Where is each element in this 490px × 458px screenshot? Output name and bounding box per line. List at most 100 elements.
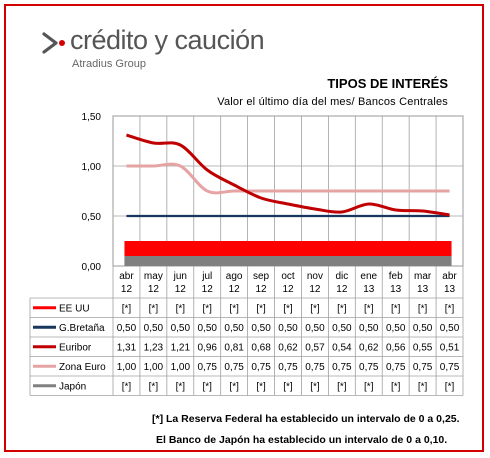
data-label: 1,21 bbox=[171, 342, 191, 353]
data-label: [*] bbox=[229, 303, 239, 314]
data-label: [*] bbox=[122, 381, 132, 392]
data-label: 0,75 bbox=[440, 362, 460, 373]
x-tick-label: jul bbox=[201, 271, 212, 282]
x-tick-label: 12 bbox=[336, 284, 348, 295]
chart-title: TIPOS DE INTERÉS bbox=[327, 76, 448, 91]
data-label: 1,31 bbox=[117, 342, 137, 353]
x-tick-label: 13 bbox=[390, 284, 402, 295]
data-label: 0,96 bbox=[197, 342, 217, 353]
data-label: [*] bbox=[203, 303, 213, 314]
data-label: 0,75 bbox=[413, 362, 433, 373]
data-label: 0,50 bbox=[197, 323, 217, 334]
data-label: [*] bbox=[122, 303, 132, 314]
data-label: [*] bbox=[283, 381, 293, 392]
y-tick-label: 0,00 bbox=[82, 262, 102, 273]
data-table: abr 12 may 12 jun 12 jul 12 ago 12 sep 12 oct 12 nov 12… bbox=[29, 266, 464, 396]
data-label: 0,55 bbox=[413, 342, 433, 353]
x-tick-label: oct bbox=[281, 271, 295, 282]
chart-subtitle: Valor el último día del mes/ Bancos Cent… bbox=[217, 96, 448, 108]
x-tick-label: dic bbox=[335, 271, 348, 282]
x-tick-label: abr bbox=[442, 271, 457, 282]
y-tick-label: 1,00 bbox=[82, 162, 102, 173]
data-label: 0,75 bbox=[332, 362, 352, 373]
legend-label: EE UU bbox=[59, 303, 90, 314]
data-label: 1,00 bbox=[144, 362, 164, 373]
x-tick-label: 13 bbox=[363, 284, 375, 295]
x-tick-label: 12 bbox=[309, 284, 321, 295]
band-jap-n bbox=[124, 256, 452, 266]
x-tick-label: 12 bbox=[202, 284, 214, 295]
data-label: 0,68 bbox=[251, 342, 271, 353]
data-label: 0,56 bbox=[386, 342, 406, 353]
data-label: 0,54 bbox=[332, 342, 352, 353]
legend-label: Euribor bbox=[59, 342, 92, 353]
data-label: [*] bbox=[364, 381, 374, 392]
data-label: [*] bbox=[229, 381, 239, 392]
data-label: 0,50 bbox=[413, 323, 433, 334]
x-tick-label: sep bbox=[253, 271, 270, 282]
data-label: [*] bbox=[364, 303, 374, 314]
data-label: [*] bbox=[256, 303, 266, 314]
data-label: 0,75 bbox=[359, 362, 379, 373]
data-label: [*] bbox=[149, 381, 159, 392]
data-label: 0,75 bbox=[305, 362, 325, 373]
x-tick-label: 12 bbox=[175, 284, 187, 295]
data-label: [*] bbox=[391, 381, 401, 392]
legend-label: Japón bbox=[59, 381, 86, 392]
data-label: 0,50 bbox=[305, 323, 325, 334]
x-tick-label: jun bbox=[173, 271, 187, 282]
data-label: [*] bbox=[337, 381, 347, 392]
legend-label: Zona Euro bbox=[59, 362, 106, 373]
y-tick-label: 0,50 bbox=[82, 212, 102, 223]
x-tick-label: feb bbox=[389, 271, 403, 282]
data-label: 1,00 bbox=[171, 362, 191, 373]
brand-name: crédito y caución bbox=[70, 25, 265, 55]
data-label: [*] bbox=[445, 303, 455, 314]
data-label: 0,50 bbox=[117, 323, 137, 334]
data-label: [*] bbox=[445, 381, 455, 392]
data-label: 0,62 bbox=[278, 342, 298, 353]
brand-chevron-icon bbox=[42, 32, 65, 54]
legend-label: G.Bretaña bbox=[59, 323, 105, 334]
data-label: 0,75 bbox=[278, 362, 298, 373]
x-tick-label: 12 bbox=[148, 284, 160, 295]
y-axis-ticks: 0,00 0,50 1,00 1,50 bbox=[82, 112, 102, 273]
data-label: 0,81 bbox=[224, 342, 244, 353]
data-label: 0,57 bbox=[305, 342, 325, 353]
data-label: 0,51 bbox=[440, 342, 460, 353]
x-tick-label: 12 bbox=[229, 284, 241, 295]
data-label: [*] bbox=[176, 303, 186, 314]
data-label: 0,50 bbox=[144, 323, 164, 334]
data-label: 0,75 bbox=[251, 362, 271, 373]
x-tick-label: ago bbox=[226, 271, 243, 282]
data-label: [*] bbox=[418, 381, 428, 392]
data-label: 0,75 bbox=[224, 362, 244, 373]
data-label: 0,62 bbox=[359, 342, 379, 353]
y-tick-label: 1,50 bbox=[82, 112, 102, 123]
x-tick-label: mar bbox=[414, 271, 432, 282]
data-label: [*] bbox=[149, 303, 159, 314]
data-label: 0,50 bbox=[251, 323, 271, 334]
x-tick-label: 12 bbox=[256, 284, 268, 295]
x-tick-label: 12 bbox=[121, 284, 133, 295]
data-label: 0,50 bbox=[332, 323, 352, 334]
x-tick-label: ene bbox=[360, 271, 377, 282]
x-tick-label: abr bbox=[119, 271, 134, 282]
brand-subtitle: Atradius Group bbox=[72, 58, 146, 70]
data-label: 0,75 bbox=[197, 362, 217, 373]
data-label: [*] bbox=[203, 381, 213, 392]
data-label: 0,50 bbox=[171, 323, 191, 334]
data-label: [*] bbox=[176, 381, 186, 392]
data-label: 0,50 bbox=[386, 323, 406, 334]
x-tick-label: 13 bbox=[417, 284, 429, 295]
data-label: 0,50 bbox=[224, 323, 244, 334]
data-label: [*] bbox=[391, 303, 401, 314]
data-label: [*] bbox=[310, 381, 320, 392]
data-label: [*] bbox=[283, 303, 293, 314]
data-label: [*] bbox=[337, 303, 347, 314]
data-label: [*] bbox=[310, 303, 320, 314]
footnote-boj: El Banco de Japón ha establecido un inte… bbox=[156, 434, 448, 446]
data-label: 1,23 bbox=[144, 342, 164, 353]
footnote-fed: [*] La Reserva Federal ha establecido un… bbox=[152, 413, 460, 425]
data-label: [*] bbox=[256, 381, 266, 392]
